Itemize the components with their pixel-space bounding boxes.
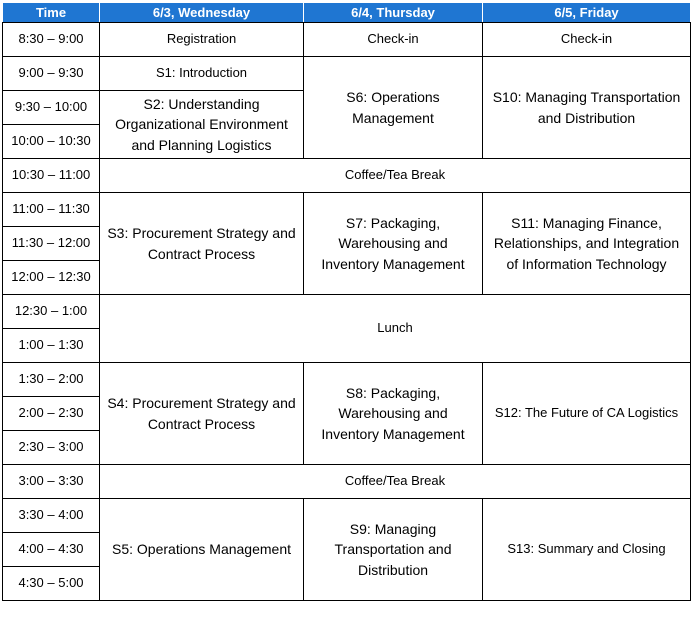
time-slot: 10:30 – 11:00 bbox=[2, 158, 100, 193]
session-s8: S8: Packaging, Warehousing and Inventory… bbox=[303, 362, 483, 465]
session-s13: S13: Summary and Closing bbox=[482, 498, 691, 601]
session-s6: S6: Operations Management bbox=[303, 56, 483, 159]
time-slot: 12:30 – 1:00 bbox=[2, 294, 100, 329]
table-row: 12:30 – 1:00 Lunch bbox=[2, 294, 691, 363]
time-slot: 12:00 – 12:30 bbox=[2, 260, 100, 295]
table-row: 2:00 – 2:30 bbox=[2, 396, 691, 431]
time-slot: 3:00 – 3:30 bbox=[2, 464, 100, 499]
table-row: 9:00 – 9:30 S1: Introduction S6: Operati… bbox=[2, 56, 691, 159]
table-row: 3:00 – 3:30 Coffee/Tea Break bbox=[2, 464, 691, 499]
header-row: Time 6/3, Wednesday 6/4, Thursday 6/5, F… bbox=[2, 2, 691, 23]
time-slot: 8:30 – 9:00 bbox=[2, 22, 100, 57]
table-row: 3:30 – 4:00 S5: Operations Management S9… bbox=[2, 498, 691, 601]
table-row: 10:00 – 10:30 bbox=[2, 124, 691, 159]
time-slot: 11:00 – 11:30 bbox=[2, 192, 100, 227]
table-row: 8:30 – 9:00 Registration Check-in Check-… bbox=[2, 22, 691, 57]
table-row: 11:30 – 12:00 bbox=[2, 226, 691, 261]
session-s7: S7: Packaging, Warehousing and Inventory… bbox=[303, 192, 483, 295]
table-row: 10:30 – 11:00 Coffee/Tea Break bbox=[2, 158, 691, 193]
table-row: 12:00 – 12:30 bbox=[2, 260, 691, 295]
session-coffee-break-pm: Coffee/Tea Break bbox=[99, 464, 691, 499]
header-time: Time bbox=[2, 2, 100, 23]
session-s3: S3: Procurement Strategy and Contract Pr… bbox=[99, 192, 304, 295]
session-s1: S1: Introduction bbox=[99, 56, 304, 91]
header-day-thursday: 6/4, Thursday bbox=[303, 2, 483, 23]
table-row: 2:30 – 3:00 bbox=[2, 430, 691, 465]
time-slot: 9:00 – 9:30 bbox=[2, 56, 100, 91]
table-row: 11:00 – 11:30 S3: Procurement Strategy a… bbox=[2, 192, 691, 295]
session-s4: S4: Procurement Strategy and Contract Pr… bbox=[99, 362, 304, 465]
session-coffee-break-am: Coffee/Tea Break bbox=[99, 158, 691, 193]
table-row: 4:00 – 4:30 bbox=[2, 532, 691, 567]
schedule-table: Time 6/3, Wednesday 6/4, Thursday 6/5, F… bbox=[2, 2, 691, 601]
time-slot: 2:00 – 2:30 bbox=[2, 396, 100, 431]
table-row: 9:30 – 10:00 S2: Understanding Organizat… bbox=[2, 90, 691, 159]
session-s9: S9: Managing Transportation and Distribu… bbox=[303, 498, 483, 601]
session-s11: S11: Managing Finance, Relationships, an… bbox=[482, 192, 691, 295]
time-slot: 1:00 – 1:30 bbox=[2, 328, 100, 363]
time-slot: 9:30 – 10:00 bbox=[2, 90, 100, 125]
time-slot: 1:30 – 2:00 bbox=[2, 362, 100, 397]
session-s10: S10: Managing Transportation and Distrib… bbox=[482, 56, 691, 159]
time-slot: 11:30 – 12:00 bbox=[2, 226, 100, 261]
session-checkin-thursday: Check-in bbox=[303, 22, 483, 57]
session-checkin-friday: Check-in bbox=[482, 22, 691, 57]
session-s5: S5: Operations Management bbox=[99, 498, 304, 601]
session-s12: S12: The Future of CA Logistics bbox=[482, 362, 691, 465]
header-day-friday: 6/5, Friday bbox=[482, 2, 691, 23]
time-slot: 10:00 – 10:30 bbox=[2, 124, 100, 159]
header-day-wednesday: 6/3, Wednesday bbox=[99, 2, 304, 23]
time-slot: 4:00 – 4:30 bbox=[2, 532, 100, 567]
time-slot: 2:30 – 3:00 bbox=[2, 430, 100, 465]
session-s2: S2: Understanding Organizational Environ… bbox=[99, 90, 304, 159]
table-row: 4:30 – 5:00 bbox=[2, 566, 691, 601]
session-lunch: Lunch bbox=[99, 294, 691, 363]
session-registration: Registration bbox=[99, 22, 304, 57]
table-row: 1:30 – 2:00 S4: Procurement Strategy and… bbox=[2, 362, 691, 465]
time-slot: 3:30 – 4:00 bbox=[2, 498, 100, 533]
time-slot: 4:30 – 5:00 bbox=[2, 566, 100, 601]
table-row: 1:00 – 1:30 bbox=[2, 328, 691, 363]
